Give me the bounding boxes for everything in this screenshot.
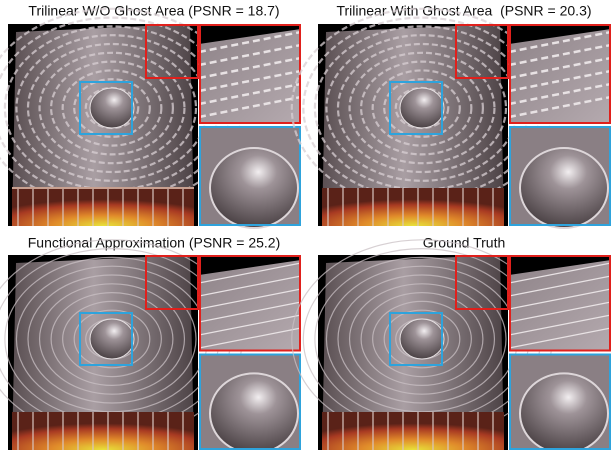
- panel-title: Trilinear With Ghost Area (PSNR = 20.3): [336, 3, 591, 19]
- dome: [90, 88, 134, 128]
- fire-band: [322, 188, 504, 226]
- panel-title: Functional Approximation (PSNR = 25.2): [28, 235, 281, 251]
- figure: Trilinear W/O Ghost Area (PSNR = 18.7) Tr…: [0, 0, 611, 450]
- inset-top-surface: [199, 29, 301, 124]
- fire-band: [12, 188, 194, 226]
- dome: [90, 319, 134, 359]
- fire-band: [322, 412, 504, 450]
- panel: Trilinear With Ghost Area (PSNR = 20.3): [292, 3, 611, 228]
- inset-dome: [210, 373, 298, 450]
- fire-band: [12, 412, 194, 450]
- dome: [400, 88, 444, 128]
- inset-dome: [520, 373, 608, 450]
- page: Trilinear W/O Ghost Area (PSNR = 18.7) Tr…: [0, 0, 611, 450]
- panel: Ground Truth: [292, 235, 611, 450]
- inset-dome: [210, 148, 298, 228]
- panel: Trilinear W/O Ghost Area (PSNR = 18.7): [0, 3, 301, 228]
- panel-title: Ground Truth: [423, 235, 506, 251]
- dome: [400, 319, 444, 359]
- inset-dome: [520, 148, 608, 228]
- inset-top-surface: [509, 29, 611, 124]
- panel: Functional Approximation (PSNR = 25.2): [0, 235, 301, 450]
